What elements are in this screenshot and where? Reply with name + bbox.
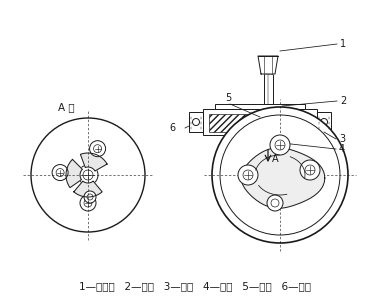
Bar [203,109,317,135]
Circle shape [212,107,348,243]
Bar [286,135,294,142]
Polygon shape [258,56,278,74]
Text: 6: 6 [170,123,176,133]
Bar [317,112,331,132]
Circle shape [270,135,290,155]
Bar [264,135,272,142]
Circle shape [31,118,145,232]
Bar [189,112,203,132]
Circle shape [220,115,340,235]
Circle shape [238,165,258,185]
Bar [264,74,273,104]
Circle shape [52,165,68,181]
Circle shape [268,163,292,187]
Polygon shape [241,148,325,208]
Text: 3: 3 [339,134,345,144]
Circle shape [243,141,249,147]
Circle shape [267,195,283,211]
Text: 2: 2 [340,96,346,106]
Circle shape [80,195,96,211]
Polygon shape [74,181,102,197]
Bar [215,104,305,109]
Circle shape [90,141,106,157]
Circle shape [78,165,98,185]
Text: 1—供料斗   2—粉罩   3—底盖   4—转轴   5—刮板   6—圆盘: 1—供料斗 2—粉罩 3—底盖 4—转轴 5—刮板 6—圆盘 [79,281,311,291]
Polygon shape [80,153,107,171]
Polygon shape [66,159,82,188]
Text: 4: 4 [339,144,345,154]
Circle shape [287,141,293,147]
Circle shape [193,118,200,125]
Bar [209,114,311,132]
Text: A 向: A 向 [58,102,74,112]
Circle shape [274,169,286,181]
Text: A: A [272,154,278,164]
Circle shape [265,141,271,147]
Text: 1: 1 [340,39,346,49]
Circle shape [300,160,320,180]
Bar [242,135,250,142]
Circle shape [321,118,328,125]
Text: 5: 5 [225,93,231,103]
Circle shape [84,191,96,203]
